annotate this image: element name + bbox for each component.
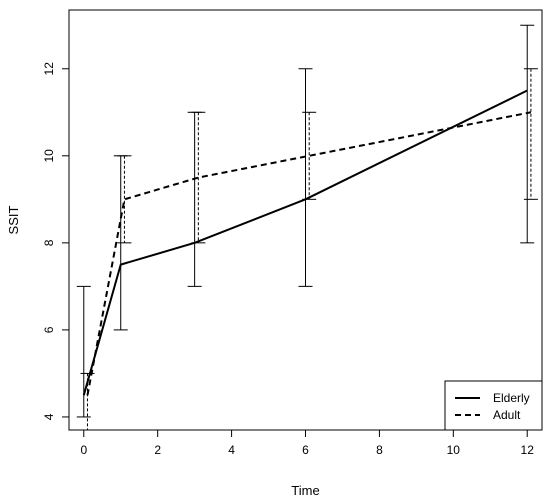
x-tick-label: 8 xyxy=(376,443,383,457)
y-tick-label: 6 xyxy=(42,326,56,333)
legend: Elderly Adult xyxy=(444,380,543,431)
x-axis-label: Time xyxy=(291,483,319,498)
y-tick-label: 4 xyxy=(42,413,56,420)
y-tick-label: 10 xyxy=(42,149,56,163)
x-tick-label: 4 xyxy=(228,443,235,457)
legend-box xyxy=(444,380,543,431)
y-tick-label: 12 xyxy=(42,62,56,76)
x-tick-label: 10 xyxy=(447,443,461,457)
x-axis: 0 2 4 6 8 10 12 xyxy=(80,430,534,457)
legend-label-elderly: Elderly xyxy=(493,391,530,405)
x-tick-label: 0 xyxy=(80,443,87,457)
y-axis-label: SSIT xyxy=(6,205,21,234)
series-layer xyxy=(76,24,538,431)
x-tick-label: 6 xyxy=(302,443,309,457)
legend-label-adult: Adult xyxy=(493,408,521,422)
y-axis: 4 6 8 10 12 xyxy=(42,62,69,420)
y-tick-label: 8 xyxy=(42,239,56,246)
x-tick-label: 12 xyxy=(521,443,535,457)
series-line-adult xyxy=(86,111,532,396)
x-tick-label: 2 xyxy=(154,443,161,457)
